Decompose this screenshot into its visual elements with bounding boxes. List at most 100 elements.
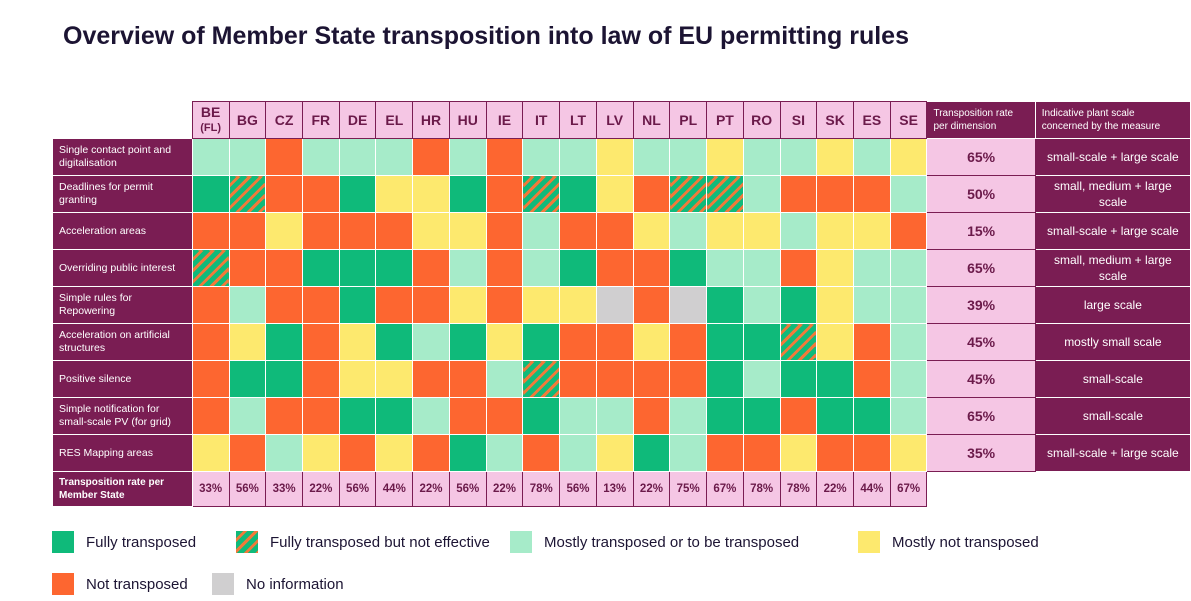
column-code: LV [606,112,624,128]
column-header-lv: LV [595,101,634,139]
legend-item: Not transposed [52,573,188,595]
status-cell-ie [485,323,524,361]
status-cell-ro [742,138,781,176]
status-cell-cz [265,397,303,435]
status-cell-nl [632,212,671,250]
status-cell-el [375,286,414,324]
column-header-fr: FR [301,101,340,139]
status-cell-lt [559,138,597,176]
legend-swatch [858,531,880,553]
status-cell-ro [742,175,781,213]
member-rate-lv: 13% [595,471,634,507]
column-header-es: ES [852,101,891,139]
status-cell-nl [632,434,671,472]
status-cell-pl [669,286,708,324]
corner-blank [52,101,193,139]
status-cell-cz [265,434,303,472]
status-cell-pl [669,323,708,361]
legend-label: Not transposed [86,575,188,593]
status-cell-lt [559,360,597,398]
footer-row: Transposition rate per Member State 33% 56… [52,471,1191,507]
status-cell-si [779,397,818,435]
table-row: Positive silence 45% small-scale [52,360,1191,398]
member-rate-sk: 22% [816,471,854,507]
member-rate-bg: 56% [228,471,267,507]
status-cell-it [522,175,561,213]
footer-blank [1035,471,1191,507]
member-rate-it: 78% [522,471,561,507]
status-cell-si [779,360,818,398]
status-cell-bg [228,397,267,435]
plant-scale: small-scale + large scale [1034,434,1191,472]
status-cell-pt [706,360,744,398]
status-cell-sk [816,397,854,435]
status-cell-fr [301,360,340,398]
plant-scale: small, medium + large scale [1034,249,1191,287]
row-label: RES Mapping areas [52,434,193,472]
status-cell-hu [448,249,487,287]
status-cell-cz [265,286,303,324]
status-cell-be [191,323,230,361]
status-cell-pt [706,323,744,361]
status-cell-sk [816,175,854,213]
status-cell-se [889,434,928,472]
column-code: RO [751,112,773,128]
status-cell-es [852,249,891,287]
member-rate-pl: 75% [669,471,708,507]
table-row: Acceleration on artificial structures 45%… [52,323,1191,361]
status-cell-lt [559,397,597,435]
status-cell-it [522,249,561,287]
status-cell-cz [265,323,303,361]
dimension-rate: 65% [926,397,1036,435]
status-cell-de [338,138,377,176]
status-cell-es [852,323,891,361]
status-cell-si [779,138,818,176]
status-cell-sk [816,138,854,176]
status-cell-es [852,360,891,398]
dimension-rate: 35% [926,434,1036,472]
status-cell-pt [706,434,744,472]
scale-header: Indicative plant scale concerned by the … [1034,101,1191,139]
column-header-pl: PL [669,101,708,139]
dimension-rate: 50% [926,175,1036,213]
status-cell-nl [632,360,671,398]
status-cell-se [889,212,928,250]
dimension-rate: 65% [926,138,1036,176]
status-cell-ie [485,286,524,324]
status-cell-hu [448,138,487,176]
status-cell-lv [595,434,634,472]
row-label: Simple rules for Repowering [52,286,193,324]
status-cell-lt [559,286,597,324]
status-cell-fr [301,175,340,213]
status-cell-lv [595,286,634,324]
column-code: BE [200,104,221,120]
status-cell-bg [228,360,267,398]
member-rate-cz: 33% [265,471,303,507]
status-cell-es [852,212,891,250]
status-cell-nl [632,323,671,361]
dimension-rate: 45% [926,360,1036,398]
legend-swatch [52,531,74,553]
member-rate-el: 44% [375,471,414,507]
legend-swatch [212,573,234,595]
column-code: PT [715,112,734,128]
member-rate-be: 33% [191,471,230,507]
status-cell-pt [706,286,744,324]
member-rate-es: 44% [852,471,891,507]
status-cell-lt [559,323,597,361]
status-cell-el [375,360,414,398]
column-header-de: DE [338,101,377,139]
status-cell-nl [632,175,671,213]
status-cell-hu [448,286,487,324]
status-cell-be [191,434,230,472]
dimension-rate: 45% [926,323,1036,361]
status-cell-ro [742,212,781,250]
transposition-table: BE (FL) BG CZ FR DE EL HR HU IE IT LT LV NL PL PT RO SI SK… [52,101,1191,507]
status-cell-pt [706,249,744,287]
status-cell-sk [816,360,854,398]
row-label: Deadlines for permit granting [52,175,193,213]
status-cell-se [889,175,928,213]
status-cell-pl [669,360,708,398]
status-cell-el [375,212,414,250]
member-rate-pt: 67% [706,471,744,507]
